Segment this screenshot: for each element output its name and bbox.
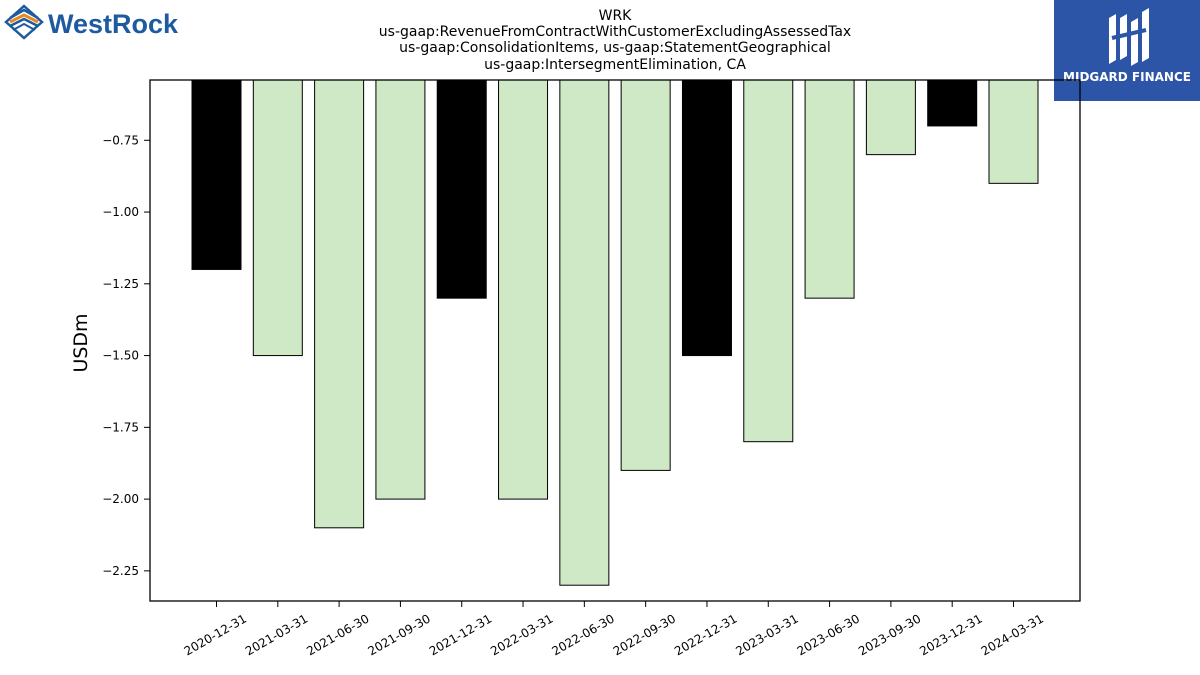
x-tick-label: 2021-06-30	[304, 611, 371, 658]
y-tick-label: −2.00	[102, 492, 139, 506]
plot-frame	[149, 79, 1081, 602]
x-tick-label: 2023-09-30	[856, 611, 923, 658]
bar-2020-12-31	[191, 79, 242, 270]
westrock-logo: WestRock	[4, 4, 179, 40]
chart-title-line-1: WRK	[599, 8, 633, 24]
bar-2023-03-31	[743, 79, 794, 443]
x-tick-label: 2023-12-31	[917, 611, 984, 658]
bar-2022-12-31	[681, 79, 732, 357]
chart-title: WRK us-gaap:RevenueFromContractWithCusto…	[379, 8, 851, 73]
x-tick-label: 2022-03-31	[488, 611, 555, 658]
y-tick-label: −1.25	[102, 277, 139, 291]
bar-2022-06-30	[559, 79, 610, 586]
x-tick-label: 2024-03-31	[979, 611, 1046, 658]
bar-2023-09-30	[865, 79, 916, 156]
y-axis-label: USDm	[70, 313, 92, 372]
westrock-logo-text: WestRock	[48, 9, 179, 39]
y-tick-label: −1.75	[102, 420, 139, 434]
x-tick-label: 2022-09-30	[611, 611, 678, 658]
chart-title-line-2: us-gaap:RevenueFromContractWithCustomerE…	[379, 24, 851, 40]
x-tick-label: 2021-03-31	[243, 611, 310, 658]
chart-title-line-4: us-gaap:IntersegmentElimination, CA	[484, 57, 746, 73]
x-tick-label: 2022-06-30	[549, 611, 616, 658]
x-tick-label: 2020-12-31	[182, 611, 249, 658]
y-tick-label: −2.25	[102, 564, 139, 578]
midgard-finance-logo: MIDGARD FINANCE	[1054, 0, 1200, 101]
bar-2021-09-30	[375, 79, 426, 500]
chart-title-line-3: us-gaap:ConsolidationItems, us-gaap:Stat…	[399, 40, 831, 56]
bar-2023-06-30	[804, 79, 855, 299]
bar-2024-03-31	[988, 79, 1039, 184]
x-tick-label: 2021-09-30	[366, 611, 433, 658]
bar-2021-03-31	[252, 79, 303, 357]
x-tick-label: 2021-12-31	[427, 611, 494, 658]
y-tick-label: −1.50	[102, 349, 139, 363]
x-tick-label: 2023-06-30	[795, 611, 862, 658]
bar-2021-12-31	[436, 79, 487, 299]
x-tick-label: 2023-03-31	[733, 611, 800, 658]
y-tick-label: −0.75	[102, 133, 139, 147]
bar-2021-06-30	[314, 79, 365, 529]
y-ticks-group: −0.75 −1.00 −1.25 −1.50 −1.75 −2.00 −2.25	[102, 133, 150, 578]
midgard-mark-icon: MIDGARD FINANCE	[1063, 8, 1191, 84]
westrock-diamond-icon	[4, 4, 44, 40]
x-tick-label: 2022-12-31	[672, 611, 739, 658]
y-tick-label: −1.00	[102, 205, 139, 219]
midgard-logo-text: MIDGARD FINANCE	[1063, 70, 1191, 84]
x-ticks-group: 2020-12-312021-03-312021-06-302021-09-30…	[182, 601, 1046, 658]
bar-2023-12-31	[927, 79, 978, 127]
bar-2022-03-31	[498, 79, 549, 500]
bar-2022-09-30	[620, 79, 671, 471]
bars-group	[191, 79, 1039, 586]
